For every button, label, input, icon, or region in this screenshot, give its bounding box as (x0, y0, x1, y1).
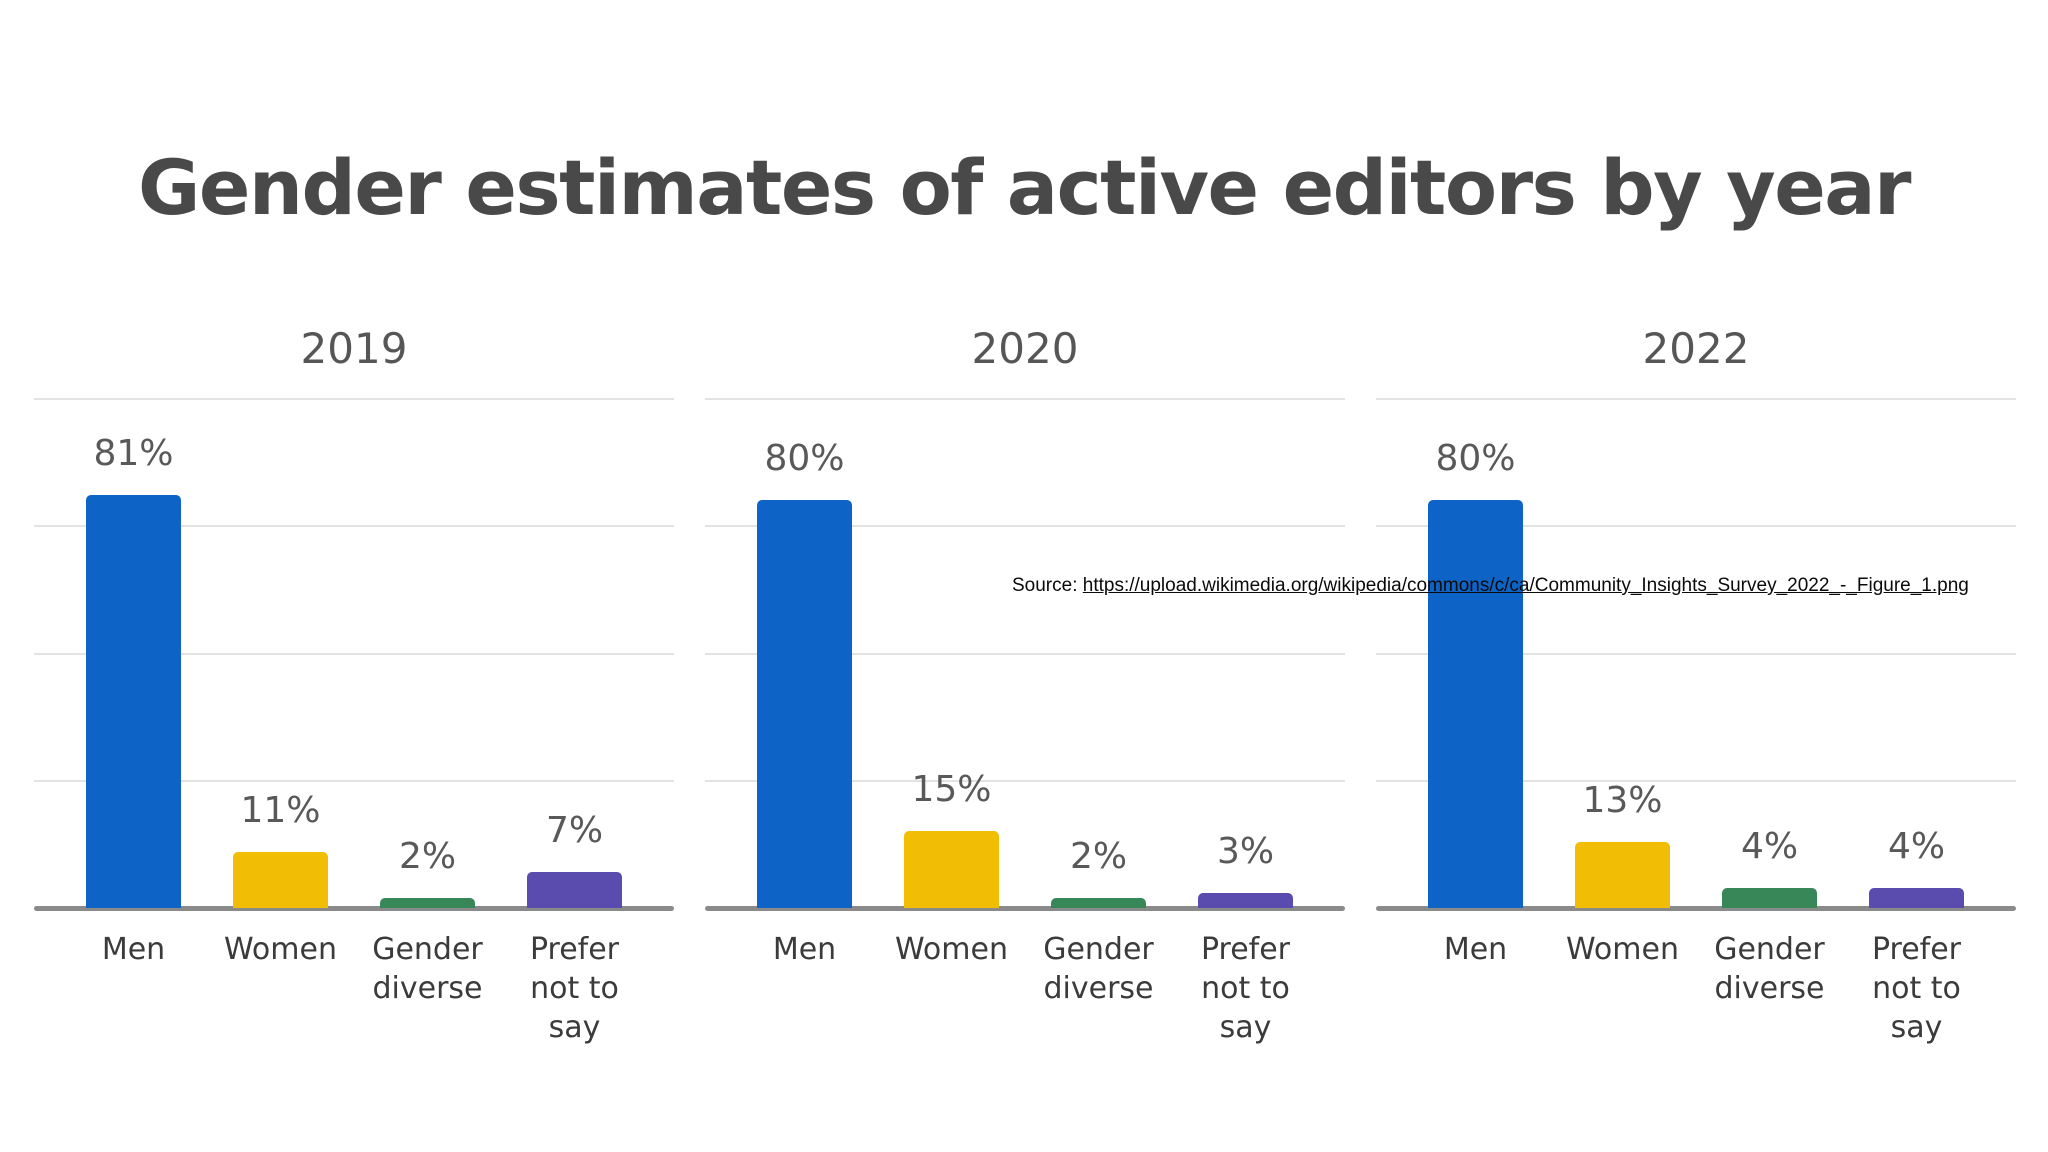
bar-men (86, 495, 181, 908)
panel-year-label: 2022 (1642, 324, 1750, 373)
bar-value-label: 7% (545, 810, 604, 851)
source-prefix: Source: (1012, 575, 1083, 596)
bar-prefer-not-to-say (1869, 888, 1964, 908)
gridline-75pct (34, 525, 674, 527)
category-label: Men (772, 932, 837, 967)
category-label: Prefer not to say (1871, 932, 1962, 1045)
gridline-25pct (705, 780, 1345, 782)
gridline-25pct (1376, 780, 2016, 782)
bar-value-label: 80% (1435, 438, 1516, 479)
bar-column-women: 13% (1549, 398, 1696, 908)
axis-line (705, 906, 1345, 911)
bar-value-label: 4% (1740, 826, 1799, 867)
gridline-75pct (705, 525, 1345, 527)
bar-value-label: 4% (1887, 826, 1946, 867)
bar-value-label: 13% (1582, 780, 1663, 821)
bar-column-women: 11% (207, 398, 354, 908)
category-label: Women (895, 932, 1008, 967)
year-panel: 2019 81% 11% 2% 7% Men Women Gender diverse Pr… (34, 324, 674, 1045)
plot-area: 80% 15% 2% 3% (705, 398, 1345, 911)
gridline-100pct (34, 398, 674, 400)
bar-gender-diverse (1051, 898, 1146, 908)
chart-title: Gender estimates of active editors by ye… (137, 143, 1912, 232)
bar-column-gender-diverse: 4% (1696, 398, 1843, 908)
category-label: Prefer not to say (529, 932, 620, 1045)
bar-column-prefer-not-to-say: 3% (1172, 398, 1319, 908)
bar-women (904, 831, 999, 908)
bar-value-label: 3% (1216, 831, 1275, 872)
category-label: Gender diverse (372, 932, 483, 1006)
plot-area: 80% 13% 4% 4% (1376, 398, 2016, 911)
bar-gender-diverse (1722, 888, 1817, 908)
panel-year-label: 2019 (300, 324, 408, 373)
category-label: Women (224, 932, 337, 967)
bar-women (233, 852, 328, 908)
bar-gender-diverse (380, 898, 475, 908)
bar-value-label: 80% (764, 438, 845, 479)
bar-value-label: 15% (911, 769, 992, 810)
gridline-100pct (705, 398, 1345, 400)
gridline-50pct (34, 653, 674, 655)
year-panel: 2022 80% 13% 4% 4% Men Women Gender diverse Pr… (1376, 324, 2016, 1045)
gridline-50pct (1376, 653, 2016, 655)
bar-column-men: 80% (731, 398, 878, 908)
category-label: Women (1566, 932, 1679, 967)
bar-men (1428, 500, 1523, 908)
gridline-25pct (34, 780, 674, 782)
bar-value-label: 2% (398, 836, 457, 877)
source-link[interactable]: https://upload.wikimedia.org/wikipedia/c… (1082, 575, 1969, 596)
category-label: Gender diverse (1043, 932, 1154, 1006)
bar-column-men: 80% (1402, 398, 1549, 908)
source-line: Source: https://upload.wikimedia.org/wik… (1012, 574, 1969, 598)
category-labels-row: Men Women Gender diverse Prefer not to say (1376, 930, 2016, 1047)
bar-men (757, 500, 852, 908)
gridline-100pct (1376, 398, 2016, 400)
axis-line (34, 906, 674, 911)
bar-column-men: 81% (60, 398, 207, 908)
category-label: Gender diverse (1714, 932, 1825, 1006)
bar-column-prefer-not-to-say: 7% (501, 398, 648, 908)
bar-value-label: 11% (240, 790, 321, 831)
bar-column-women: 15% (878, 398, 1025, 908)
bar-prefer-not-to-say (1198, 893, 1293, 908)
bar-column-gender-diverse: 2% (354, 398, 501, 908)
category-label: Prefer not to say (1200, 932, 1291, 1045)
bar-women (1575, 842, 1670, 908)
bar-prefer-not-to-say (527, 872, 622, 908)
axis-line (1376, 906, 2016, 911)
category-labels-row: Men Women Gender diverse Prefer not to say (34, 930, 674, 1047)
gridline-50pct (705, 653, 1345, 655)
year-panel: 2020 80% 15% 2% 3% Men Women Gender diverse Pr… (705, 324, 1345, 1045)
category-labels-row: Men Women Gender diverse Prefer not to say (705, 930, 1345, 1047)
gridline-75pct (1376, 525, 2016, 527)
bar-value-label: 81% (93, 433, 174, 474)
bar-column-gender-diverse: 2% (1025, 398, 1172, 908)
bar-column-prefer-not-to-say: 4% (1843, 398, 1990, 908)
panel-year-label: 2020 (971, 324, 1079, 373)
category-label: Men (101, 932, 166, 967)
plot-area: 81% 11% 2% 7% (34, 398, 674, 911)
bar-value-label: 2% (1069, 836, 1128, 877)
category-label: Men (1443, 932, 1508, 967)
